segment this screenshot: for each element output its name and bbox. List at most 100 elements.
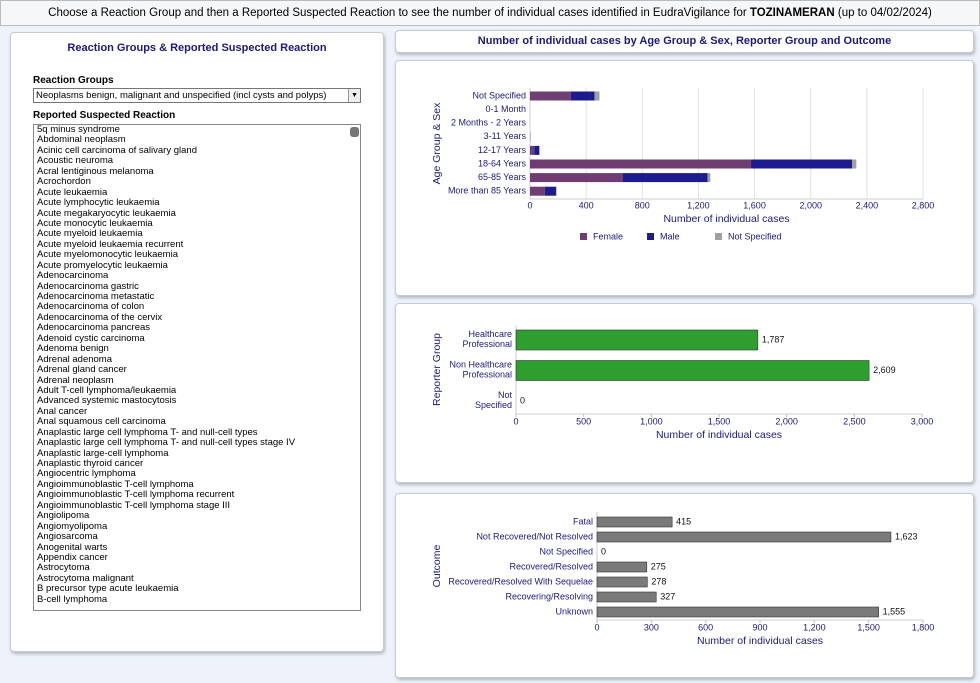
bar bbox=[596, 591, 657, 603]
reaction-item[interactable]: Adult T-cell lymphoma/leukaemia bbox=[37, 384, 177, 396]
groups-label: Reaction Groups bbox=[33, 75, 114, 86]
x-tick-label: 2,500 bbox=[843, 416, 866, 426]
reaction-item[interactable]: Anaplastic thyroid cancer bbox=[37, 458, 144, 469]
reaction-item[interactable]: Anaplastic large-cell lymphoma bbox=[37, 447, 169, 459]
bar-segment bbox=[530, 159, 752, 169]
bar bbox=[596, 561, 648, 573]
reaction-item[interactable]: Acoustic neuroma bbox=[37, 155, 114, 167]
header-suffix: (up to 04/02/2024) bbox=[837, 7, 932, 19]
reaction-item[interactable]: Adrenal adenoma bbox=[37, 353, 112, 365]
reaction-item[interactable]: Anal cancer bbox=[37, 405, 88, 417]
reaction-item[interactable]: Anaplastic large cell lymphoma T- and nu… bbox=[37, 426, 258, 438]
y-tick-label: Not Specified bbox=[472, 90, 526, 100]
x-tick-label: 1,800 bbox=[912, 622, 935, 632]
reaction-item[interactable]: Acute myeloid leukaemia bbox=[37, 228, 143, 240]
x-tick-label: 900 bbox=[752, 622, 767, 632]
reaction-item[interactable]: Appendix cancer bbox=[37, 551, 108, 563]
y-axis-title: Age Group & Sex bbox=[431, 102, 443, 184]
reaction-item[interactable]: Astrocytoma malignant bbox=[37, 572, 134, 584]
reaction-item[interactable]: B-cell lymphoma bbox=[37, 593, 108, 605]
reaction-item[interactable]: Adenoid cystic carcinoma bbox=[37, 332, 145, 344]
x-axis-title: Number of individual cases bbox=[656, 429, 782, 441]
y-tick-label: Unknown bbox=[555, 606, 593, 616]
legend-label: Female bbox=[593, 231, 623, 241]
reaction-item[interactable]: Angiomyolipoma bbox=[37, 520, 108, 532]
reaction-item[interactable]: Acute monocytic leukaemia bbox=[37, 217, 153, 229]
reaction-item[interactable]: Acinic cell carcinoma of salivary gland bbox=[37, 144, 197, 156]
reaction-item[interactable]: Adenocarcinoma bbox=[37, 270, 109, 282]
bar-segment bbox=[852, 159, 857, 169]
legend-swatch bbox=[580, 233, 587, 240]
x-tick-label: 1,000 bbox=[640, 416, 663, 426]
dropdown-arrow[interactable]: ▼ bbox=[348, 89, 360, 102]
reaction-item[interactable]: Astrocytoma bbox=[37, 562, 90, 574]
reaction-item[interactable]: Adrenal neoplasm bbox=[37, 374, 114, 386]
x-tick-label: 1,500 bbox=[708, 416, 731, 426]
reaction-item[interactable]: Angioimmunoblastic T-cell lymphoma stage… bbox=[37, 499, 231, 511]
reaction-item[interactable]: Acute promyelocytic leukaemia bbox=[37, 259, 168, 271]
reaction-item[interactable]: Anaplastic large cell lymphoma T- and nu… bbox=[37, 437, 296, 449]
reaction-item[interactable]: Angiocentric lymphoma bbox=[37, 468, 136, 480]
reaction-item[interactable]: Adenocarcinoma metastatic bbox=[37, 291, 155, 302]
left-panel: Reaction Groups & Reported Suspected Rea… bbox=[10, 32, 384, 652]
data-label: 1,623 bbox=[895, 531, 918, 541]
y-tick-label: Non Healthcare Professional bbox=[449, 360, 512, 380]
reaction-item[interactable]: B precursor type acute leukaemia bbox=[37, 583, 179, 595]
panel-title: Reaction Groups & Reported Suspected Rea… bbox=[67, 42, 327, 54]
data-label: 2,609 bbox=[873, 365, 896, 375]
y-axis-title: Reporter Group bbox=[431, 333, 443, 406]
reaction-item[interactable]: Acute myeloid leukaemia recurrent bbox=[37, 238, 184, 250]
data-label: 1,555 bbox=[883, 606, 906, 616]
bar-segment bbox=[544, 186, 556, 196]
bar-segment bbox=[530, 91, 571, 101]
data-label: 415 bbox=[676, 516, 691, 526]
legend-swatch bbox=[715, 233, 722, 240]
reaction-item[interactable]: Abdominal neoplasm bbox=[37, 134, 126, 146]
bar-segment bbox=[530, 173, 623, 183]
reaction-item[interactable]: Angioimmunoblastic T-cell lymphoma bbox=[37, 478, 194, 490]
x-tick-label: 2,000 bbox=[775, 416, 798, 426]
reaction-list[interactable]: 5q minus syndrome Abdominal neoplasm Acini… bbox=[33, 124, 361, 611]
x-tick-label: 1,200 bbox=[687, 200, 710, 210]
reaction-item[interactable]: Adenocarcinoma of colon bbox=[37, 301, 145, 313]
reaction-item[interactable]: Angiosarcoma bbox=[37, 531, 98, 543]
reaction-item[interactable]: Acrochordon bbox=[37, 176, 91, 188]
reaction-item[interactable]: Acute myelomonocytic leukaemia bbox=[37, 249, 178, 261]
bar-segment bbox=[707, 173, 711, 183]
reaction-item[interactable]: Acute megakaryocytic leukaemia bbox=[37, 207, 176, 219]
bar-segment bbox=[555, 186, 557, 196]
reaction-item[interactable]: Adenocarcinoma pancreas bbox=[37, 322, 151, 334]
group-select[interactable]: Neoplasms benign, malignant and unspecif… bbox=[33, 88, 361, 103]
reaction-item[interactable]: Acute lymphocytic leukaemia bbox=[37, 197, 160, 209]
reaction-item[interactable]: Adenocarcinoma gastric bbox=[37, 280, 139, 292]
reaction-item[interactable]: Anal squamous cell carcinoma bbox=[37, 416, 166, 428]
x-tick-label: 1,600 bbox=[743, 200, 766, 210]
reaction-item[interactable]: Anogenital warts bbox=[37, 541, 108, 553]
x-tick-label: 2,400 bbox=[856, 200, 879, 210]
scrollbar[interactable] bbox=[350, 127, 359, 138]
y-tick-label: 0-1 Month bbox=[485, 104, 526, 114]
bar bbox=[596, 531, 892, 543]
y-tick-label: Recovering/Resolving bbox=[505, 591, 593, 601]
bar-segment bbox=[534, 145, 540, 155]
data-label: 327 bbox=[660, 591, 675, 601]
reaction-item[interactable]: Acral lentiginous melanoma bbox=[37, 165, 154, 177]
reaction-item[interactable]: Angioimmunoblastic T-cell lymphoma recur… bbox=[37, 489, 235, 501]
y-tick-label: Fatal bbox=[573, 516, 593, 526]
reaction-item[interactable]: Adenoma benign bbox=[37, 343, 109, 355]
bar bbox=[596, 516, 673, 528]
bar-segment bbox=[751, 159, 853, 169]
reaction-item[interactable]: Adrenal gland cancer bbox=[37, 364, 127, 376]
reaction-item[interactable]: Advanced systemic mastocytosis bbox=[37, 395, 177, 407]
reaction-item[interactable]: 5q minus syndrome bbox=[37, 124, 120, 135]
x-tick-label: 0 bbox=[594, 622, 599, 632]
bar-segment bbox=[594, 91, 600, 101]
y-tick-label: Not Specified bbox=[539, 546, 593, 556]
reaction-item[interactable]: Acute leukaemia bbox=[37, 186, 108, 198]
reaction-item[interactable]: Adenocarcinoma of the cervix bbox=[37, 311, 163, 323]
reaction-item[interactable]: Angiolipoma bbox=[37, 510, 90, 522]
chart-panel bbox=[395, 493, 974, 678]
x-tick-label: 1,500 bbox=[857, 622, 880, 632]
y-tick-label: 2 Months - 2 Years bbox=[451, 118, 527, 128]
